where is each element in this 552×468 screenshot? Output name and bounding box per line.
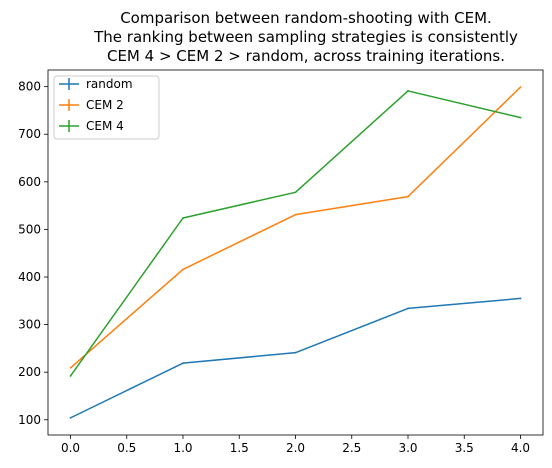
y-tick-label: 500 — [18, 222, 41, 236]
data-point-cem-2 — [407, 195, 409, 198]
legend-entry-random: random — [59, 77, 133, 91]
data-point-cem-4 — [407, 90, 409, 92]
legend-label: CEM 2 — [86, 98, 124, 112]
legend-box — [53, 75, 160, 140]
x-tick-label: 2.5 — [342, 441, 361, 455]
y-axis: 100 200 300 400 500 600 700 800 — [18, 80, 48, 427]
data-point-cem-2 — [182, 268, 184, 271]
legend-entry-cem-4: CEM 4 — [59, 119, 124, 133]
legend-label: random — [86, 77, 133, 91]
data-point-cem-4 — [69, 375, 72, 377]
x-tick-label: 3.0 — [398, 441, 417, 455]
x-tick-label: 0.0 — [61, 441, 80, 455]
x-tick-label: 3.5 — [455, 441, 474, 455]
x-axis: 0.0 0.5 1.0 1.5 2.0 2.5 3.0 3.5 4.0 — [61, 435, 530, 455]
x-tick-label: 1.5 — [230, 441, 249, 455]
data-point-cem-2 — [519, 86, 522, 89]
y-tick-label: 100 — [18, 413, 41, 427]
data-point-random — [407, 307, 409, 310]
data-point-cem-2 — [69, 367, 72, 369]
title-line-1: Comparison between random-shooting with … — [120, 9, 492, 27]
y-tick-label: 400 — [18, 270, 41, 284]
legend: random CEM 2 CEM 4 — [53, 75, 160, 140]
data-point-cem-4 — [182, 217, 184, 219]
y-tick-label: 200 — [18, 365, 41, 379]
x-tick-label: 0.5 — [117, 441, 136, 455]
data-point-random — [294, 351, 297, 354]
y-tick-label: 300 — [18, 318, 41, 332]
y-tick-label: 700 — [18, 127, 41, 141]
legend-entry-cem-2: CEM 2 — [59, 98, 124, 112]
data-point-random — [182, 362, 184, 365]
data-point-random — [69, 416, 72, 419]
series-layer — [69, 86, 522, 419]
y-tick-label: 600 — [18, 175, 41, 189]
data-point-random — [519, 297, 522, 300]
y-tick-label: 800 — [18, 80, 41, 94]
data-point-cem-4 — [294, 191, 297, 194]
chart-title: Comparison between random-shooting with … — [93, 9, 518, 65]
x-tick-label: 4.0 — [511, 441, 530, 455]
data-point-cem-4 — [519, 116, 522, 119]
data-point-cem-2 — [294, 213, 297, 216]
title-line-3: CEM 4 > CEM 2 > random, across training … — [107, 47, 505, 65]
title-line-2: The ranking between sampling strategies … — [93, 28, 518, 46]
x-tick-label: 1.0 — [173, 441, 192, 455]
legend-label: CEM 4 — [86, 119, 124, 133]
x-tick-label: 2.0 — [286, 441, 305, 455]
